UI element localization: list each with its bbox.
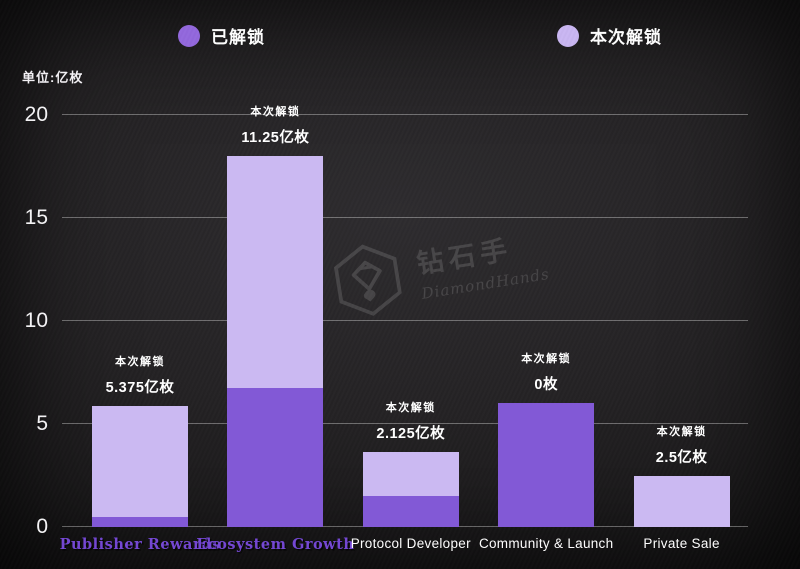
x-category-label: Community & Launch [478, 536, 614, 551]
x-category-label: Publisher Rewards [59, 536, 221, 553]
gridline [62, 423, 748, 424]
bar-annotation-value: 5.375亿枚 [105, 379, 175, 396]
bar-protocol-developer [362, 452, 459, 527]
bar-segment-unlocked [227, 387, 324, 527]
bar-annotation: 本次解锁 11.25亿枚 [185, 103, 365, 147]
x-category-label: Protocol Developer [350, 536, 471, 551]
legend-item-unlocked: 已解锁 [178, 23, 265, 48]
bar-annotation-value: 2.5亿枚 [655, 449, 708, 466]
bar-segment-current-unlock [362, 452, 459, 497]
bar-ecosystem-growth [227, 156, 324, 527]
gridline [62, 217, 748, 218]
bar-annotation: 本次解锁 2.5亿枚 [592, 423, 772, 467]
bar-segment-unlocked [92, 516, 188, 527]
bar-private-sale [633, 475, 730, 527]
legend-label-current: 本次解锁 [590, 28, 662, 47]
bar-annotation-title: 本次解锁 [115, 355, 165, 368]
gridline [62, 320, 748, 321]
bar-annotation-value: 2.125亿枚 [376, 426, 446, 443]
bar-annotation-value: 11.25亿枚 [241, 130, 310, 147]
y-axis: 0 5 10 15 20 [0, 103, 54, 538]
bar-annotation-title: 本次解锁 [521, 353, 572, 366]
y-tick-label: 20 [24, 103, 48, 126]
y-tick-label: 15 [24, 206, 48, 229]
bar-annotation: 本次解锁 2.125亿枚 [321, 399, 501, 443]
bar-annotation-title: 本次解锁 [656, 425, 707, 438]
unit-label: 单位:亿枚 [22, 70, 84, 85]
bar-segment-current-unlock [633, 475, 730, 527]
bar-segment-current-unlock [92, 405, 188, 517]
bar-annotation: 本次解锁 0枚 [456, 350, 636, 394]
legend-dot-unlocked-icon [178, 24, 200, 47]
bar-annotation-title: 本次解锁 [385, 402, 436, 415]
gridline [62, 114, 748, 115]
bar-publisher-rewards [92, 405, 188, 527]
y-tick-label: 10 [24, 309, 48, 332]
x-category-label: Private Sale [643, 536, 720, 551]
bar-segment-unlocked [498, 403, 595, 527]
bar-segment-current-unlock [227, 156, 324, 388]
bar-annotation: 本次解锁 5.375亿枚 [50, 353, 230, 397]
legend-item-current: 本次解锁 [557, 23, 662, 48]
bar-community-launch [498, 403, 595, 527]
bar-annotation-value: 0枚 [534, 377, 558, 394]
plot-area: 本次解锁 5.375亿枚 Publisher Rewards 本次解锁 11.25亿枚 E… [60, 106, 748, 553]
bar-annotation-title: 本次解锁 [250, 106, 301, 119]
legend-dot-current-icon [557, 24, 579, 47]
bar-segment-unlocked [362, 496, 459, 527]
y-tick-label: 5 [36, 412, 48, 435]
legend-label-unlocked: 已解锁 [211, 28, 265, 47]
y-tick-label: 0 [36, 515, 48, 538]
x-category-label: Ecosystem Growth [196, 536, 355, 553]
